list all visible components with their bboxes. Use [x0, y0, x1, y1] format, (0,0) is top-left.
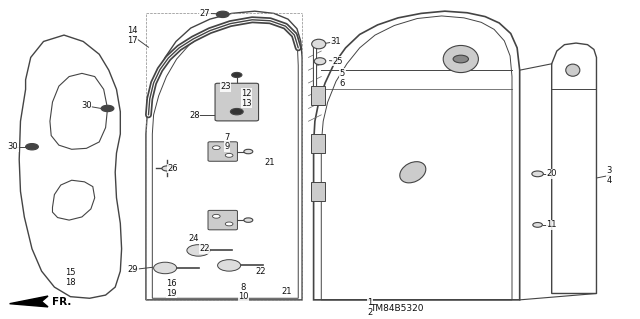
Text: 24: 24 — [188, 234, 198, 243]
Text: 20: 20 — [547, 169, 557, 178]
Text: 3
4: 3 4 — [607, 166, 612, 185]
Text: 14
17: 14 17 — [127, 26, 138, 45]
Text: 8
10: 8 10 — [238, 283, 248, 301]
FancyBboxPatch shape — [311, 182, 325, 201]
Ellipse shape — [314, 58, 326, 65]
Text: 30: 30 — [8, 142, 18, 151]
FancyBboxPatch shape — [215, 83, 259, 121]
Text: 27: 27 — [200, 9, 210, 18]
FancyBboxPatch shape — [311, 86, 325, 105]
Circle shape — [453, 55, 468, 63]
Ellipse shape — [443, 46, 479, 73]
Circle shape — [223, 113, 233, 118]
Text: FR.: FR. — [52, 297, 72, 308]
Text: 1
2: 1 2 — [367, 299, 372, 317]
FancyBboxPatch shape — [208, 211, 237, 230]
Text: 30: 30 — [81, 101, 92, 110]
Text: 22: 22 — [200, 244, 210, 253]
Text: 28: 28 — [189, 111, 200, 120]
Circle shape — [232, 72, 242, 78]
Ellipse shape — [566, 64, 580, 76]
Ellipse shape — [312, 39, 326, 49]
Text: 21: 21 — [265, 158, 275, 167]
Circle shape — [244, 149, 253, 154]
Text: 11: 11 — [547, 220, 557, 229]
FancyBboxPatch shape — [311, 134, 325, 153]
Text: 23: 23 — [220, 82, 230, 91]
Text: 22: 22 — [256, 267, 266, 276]
Circle shape — [101, 105, 114, 112]
FancyBboxPatch shape — [208, 142, 237, 161]
Circle shape — [230, 108, 243, 115]
Circle shape — [162, 166, 172, 171]
Circle shape — [26, 144, 38, 150]
Circle shape — [225, 153, 233, 157]
Text: 21: 21 — [282, 287, 292, 296]
Text: 29: 29 — [128, 265, 138, 274]
Text: 16
19: 16 19 — [166, 279, 177, 298]
Circle shape — [225, 222, 233, 226]
Circle shape — [212, 214, 220, 218]
Text: 15
18: 15 18 — [65, 268, 76, 287]
Circle shape — [216, 11, 229, 18]
Text: 12
13: 12 13 — [241, 89, 252, 108]
Circle shape — [244, 218, 253, 222]
Text: TM84B5320: TM84B5320 — [370, 304, 424, 313]
Text: 31: 31 — [331, 37, 341, 46]
Circle shape — [154, 262, 177, 274]
Text: 5
6: 5 6 — [340, 69, 345, 87]
Ellipse shape — [400, 162, 426, 183]
Text: 25: 25 — [333, 57, 343, 66]
Circle shape — [212, 146, 220, 150]
Ellipse shape — [533, 223, 543, 227]
Text: 7
9: 7 9 — [225, 133, 230, 151]
Ellipse shape — [532, 171, 543, 177]
Circle shape — [218, 260, 241, 271]
Text: 26: 26 — [168, 164, 178, 173]
Circle shape — [187, 245, 210, 256]
Polygon shape — [10, 296, 48, 307]
